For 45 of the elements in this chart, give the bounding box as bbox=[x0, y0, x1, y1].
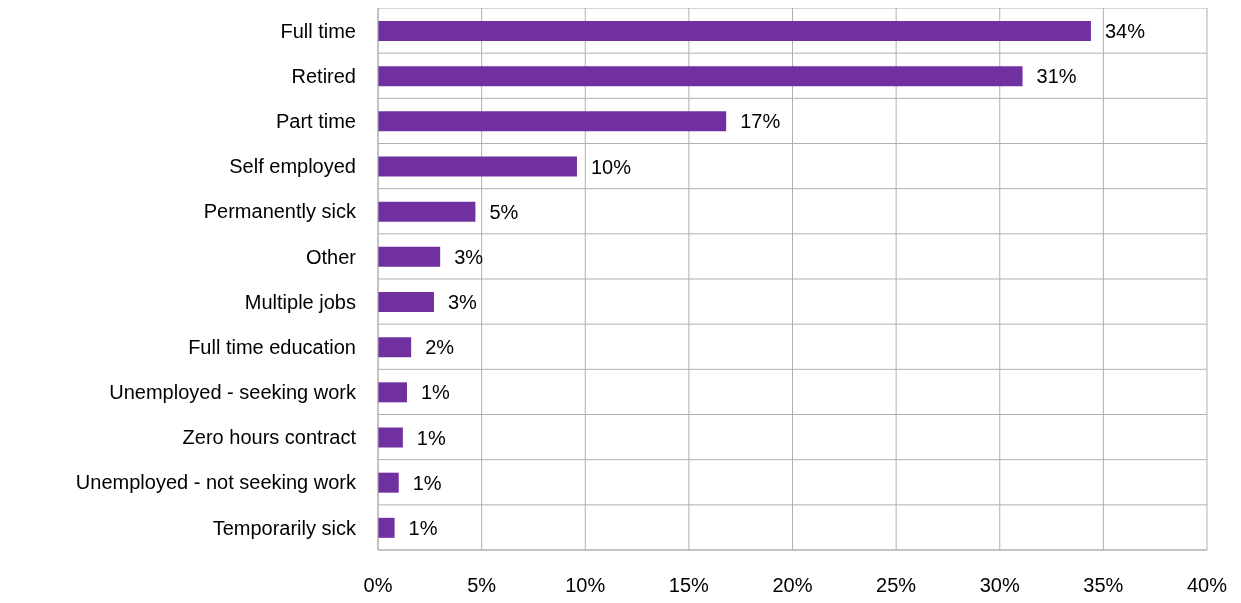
data-label: 31% bbox=[1036, 65, 1077, 88]
x-tick-label: 5% bbox=[467, 574, 497, 597]
bar bbox=[378, 66, 1023, 87]
data-label: 1% bbox=[412, 471, 442, 494]
x-tick-label: 10% bbox=[565, 574, 606, 597]
y-tick-label: Zero hours contract bbox=[182, 426, 357, 449]
y-tick-label: Full time bbox=[280, 19, 356, 42]
bar bbox=[378, 472, 399, 493]
bar bbox=[378, 111, 727, 132]
data-label: 10% bbox=[590, 155, 632, 178]
x-tick-label: 35% bbox=[1083, 574, 1124, 597]
bar bbox=[378, 517, 395, 538]
data-label: 1% bbox=[408, 516, 438, 539]
y-tick-label: Multiple jobs bbox=[244, 290, 356, 313]
y-tick-label: Other bbox=[305, 245, 357, 268]
bar bbox=[378, 337, 412, 358]
data-label: 5% bbox=[489, 200, 519, 223]
bar bbox=[378, 156, 577, 177]
x-tick-label: 40% bbox=[1186, 574, 1228, 597]
data-label: 1% bbox=[421, 381, 451, 404]
x-tick-label: 20% bbox=[772, 574, 813, 597]
bar bbox=[378, 246, 441, 267]
y-tick-label: Unemployed - not seeking work bbox=[75, 471, 357, 494]
x-tick-label: 25% bbox=[876, 574, 917, 597]
y-tick-label: Unemployed - seeking work bbox=[109, 381, 357, 404]
y-tick-label: Part time bbox=[275, 110, 356, 133]
data-label: 2% bbox=[425, 336, 455, 359]
x-tick-label: 0% bbox=[363, 574, 393, 597]
y-tick-label: Retired bbox=[291, 64, 356, 87]
data-label: 17% bbox=[740, 110, 781, 133]
bar bbox=[378, 427, 403, 448]
y-tick-label: Full time education bbox=[188, 335, 356, 358]
bar bbox=[378, 382, 408, 403]
data-label: 3% bbox=[447, 291, 478, 314]
y-tick-label: Temporarily sick bbox=[212, 516, 357, 539]
x-tick-label: 15% bbox=[668, 574, 710, 597]
x-tick-label: 30% bbox=[979, 574, 1020, 597]
bar bbox=[378, 201, 476, 222]
bar bbox=[378, 21, 1091, 41]
data-label: 1% bbox=[416, 426, 446, 449]
y-tick-label: Self employed bbox=[229, 155, 356, 178]
bar bbox=[378, 292, 434, 312]
data-label: 3% bbox=[454, 245, 484, 268]
data-label: 34% bbox=[1104, 20, 1146, 43]
y-tick-label: Permanently sick bbox=[203, 200, 357, 223]
